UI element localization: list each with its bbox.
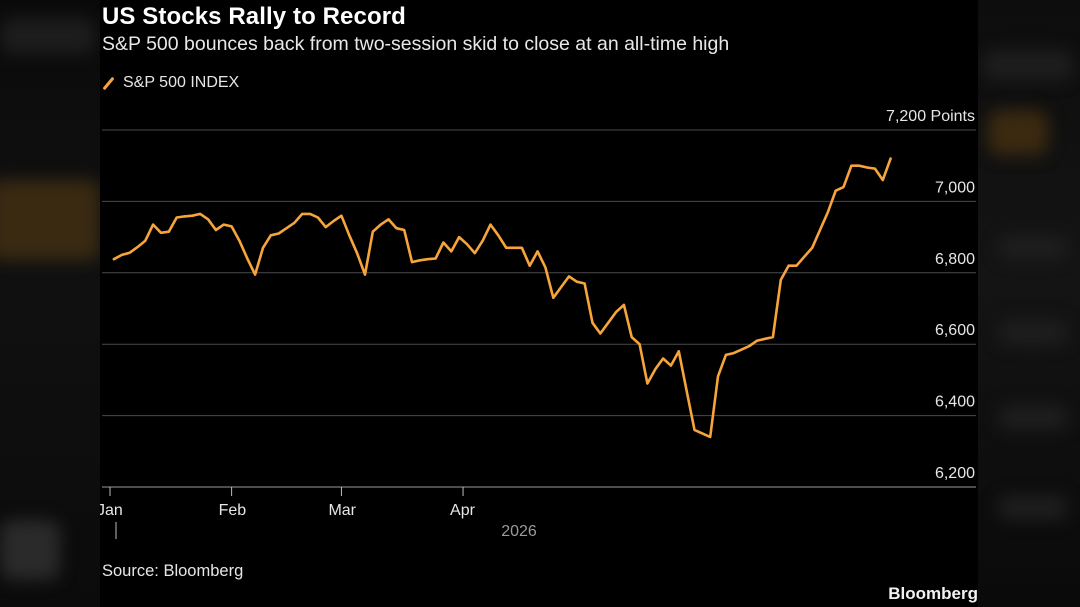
blur-shape [998, 405, 1068, 430]
blur-shape [0, 520, 60, 580]
background-blur-right [978, 0, 1080, 607]
y-tick-label: 6,400 [935, 394, 975, 411]
background-blur-left [0, 0, 100, 607]
blur-shape [0, 18, 95, 54]
chart-subtitle: S&P 500 bounces back from two-session sk… [102, 33, 730, 55]
legend-label: S&P 500 INDEX [123, 74, 240, 91]
chart-title: US Stocks Rally to Record [102, 3, 406, 30]
y-tick-label: 6,200 [935, 465, 975, 482]
source-note: Source: Bloomberg [102, 562, 244, 580]
legend: S&P 500 INDEX [102, 73, 239, 93]
chart-card: US Stocks Rally to Record S&P 500 bounce… [100, 0, 978, 607]
blur-shape [998, 235, 1068, 260]
blur-shape [988, 110, 1048, 155]
y-tick-label: 6,800 [935, 251, 975, 268]
x-tick-label: Apr [450, 502, 476, 519]
y-tick-label: 7,000 [935, 179, 975, 196]
blur-shape [0, 180, 100, 260]
x-year-label: 2026 [501, 523, 537, 540]
x-tick-label: Feb [219, 502, 247, 519]
line-chart: 7,200 Points 7,000 6,800 6,600 6,400 6,200 Jan… [100, 108, 976, 540]
series-line-sp500 [112, 157, 892, 439]
blur-shape [998, 320, 1068, 345]
x-tick-label: Jan [100, 502, 123, 519]
y-tick-label: 6,600 [935, 322, 975, 339]
x-tick-label: Mar [328, 502, 356, 519]
bloomberg-logo: Bloomberg [888, 584, 978, 603]
y-tick-label: 7,200 Points [886, 108, 975, 125]
blur-shape [998, 495, 1068, 520]
blur-shape [983, 50, 1073, 80]
